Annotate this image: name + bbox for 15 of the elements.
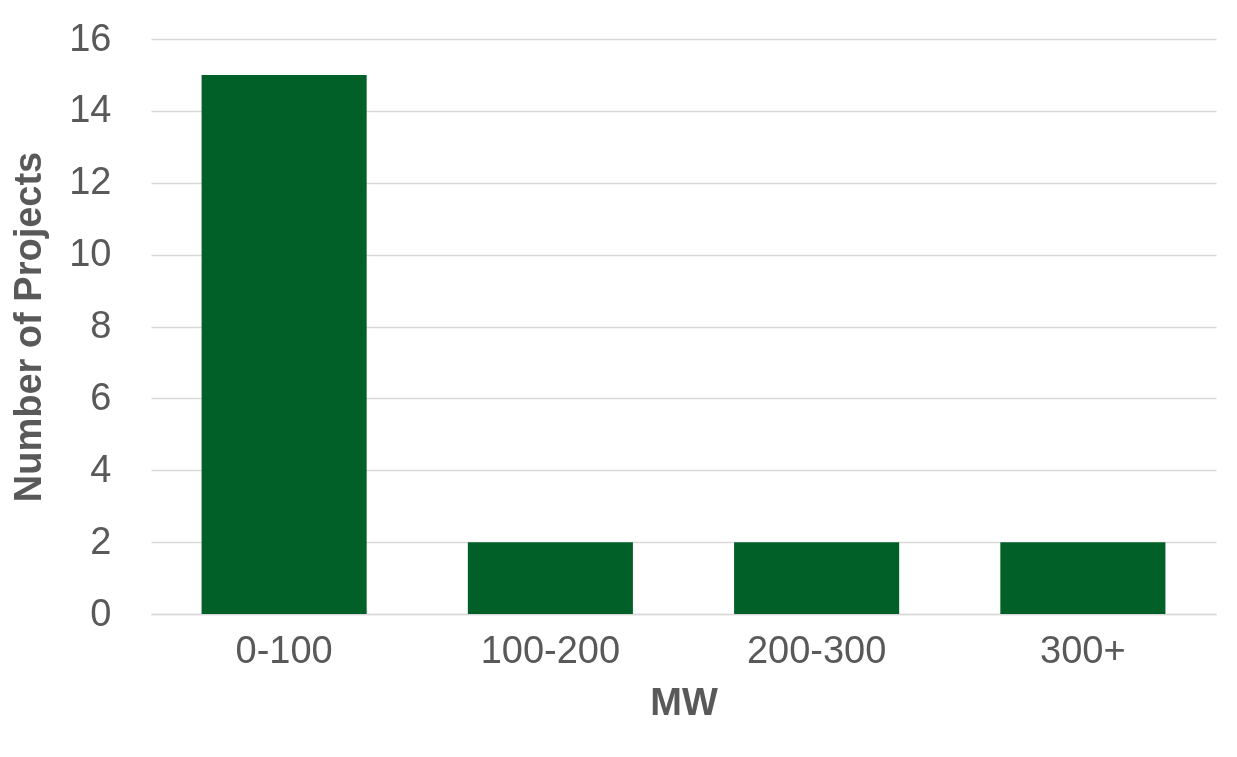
x-tick-label: 0-100 [235,628,333,671]
y-tick-label: 8 [90,304,112,346]
x-tick-label: 300+ [1040,628,1126,671]
y-axis-title: Number of Projects [7,151,50,503]
y-tick-label: 14 [69,88,112,131]
y-tick-label: 10 [69,232,112,275]
y-tick-label: 6 [90,375,112,418]
y-tick-label: 4 [90,447,112,490]
y-tick-label: 0 [90,591,112,634]
y-tick-label: 2 [90,519,112,562]
x-tick-label: 100-200 [480,628,621,671]
y-tick-label: 12 [69,160,112,203]
y-tick-label: 16 [69,16,112,59]
x-axis-title: MW [650,680,718,723]
x-tick-label: 200-300 [746,628,887,671]
